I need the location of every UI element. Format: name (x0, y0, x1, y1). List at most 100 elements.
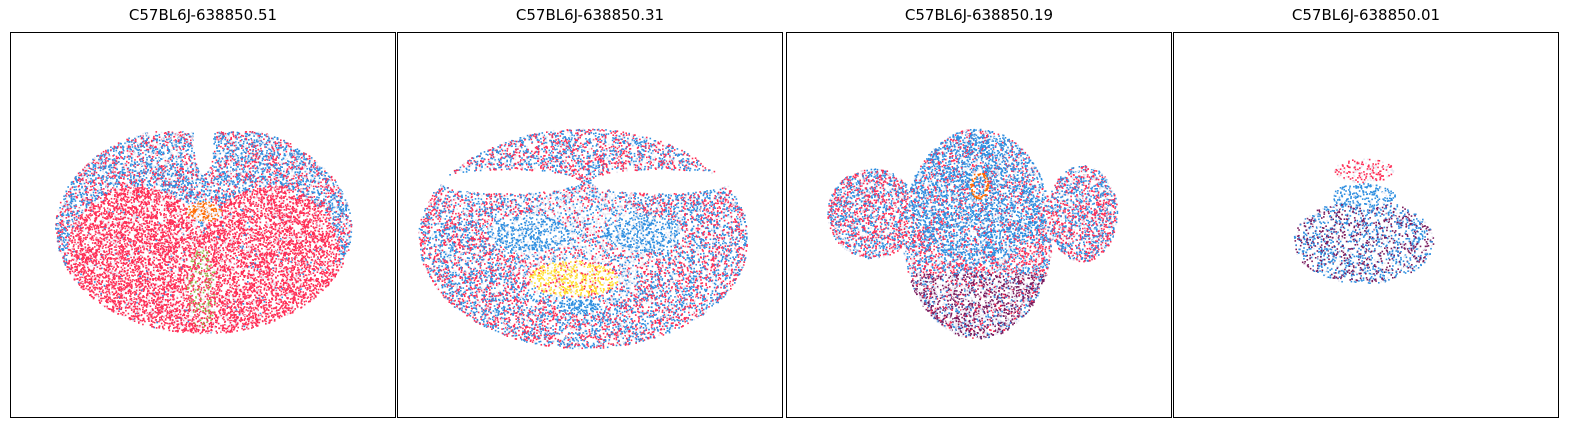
cell-point (235, 162, 237, 165)
cell-point (180, 272, 183, 274)
cell-point (158, 286, 160, 288)
cell-point (250, 286, 252, 288)
cell-point (197, 203, 199, 205)
cell-point (340, 226, 343, 228)
cell-point (91, 172, 93, 175)
cell-point (152, 239, 155, 241)
cell-point (285, 209, 288, 211)
cell-point (195, 297, 197, 299)
cell-point (75, 174, 78, 177)
cell-point (174, 139, 177, 141)
cell-point (215, 319, 217, 322)
cell-point (232, 184, 235, 187)
cell-point (284, 204, 287, 206)
cell-point (149, 166, 152, 169)
cell-point (221, 213, 223, 215)
cell-point (210, 200, 213, 203)
cell-point (310, 290, 313, 292)
cell-point (167, 224, 170, 227)
cell-point (108, 287, 110, 290)
cell-point (145, 269, 148, 272)
cell-point (187, 168, 189, 171)
cell-point (282, 309, 285, 312)
cell-point (174, 326, 176, 329)
cell-point (102, 182, 104, 185)
cell-point (251, 141, 253, 144)
cell-point (278, 227, 281, 230)
cell-point (170, 304, 172, 306)
cell-point (185, 199, 188, 202)
cell-point (158, 173, 160, 176)
cell-point (312, 233, 314, 235)
cell-point (306, 266, 308, 269)
cell-point (291, 283, 294, 285)
cell-point (213, 143, 215, 145)
cell-point (115, 195, 117, 198)
cell-point (187, 309, 190, 311)
cell-point (182, 163, 184, 165)
cell-point (127, 264, 130, 266)
cell-point (196, 184, 198, 187)
cell-point (94, 246, 96, 248)
cell-point (119, 245, 121, 248)
cell-point (263, 202, 265, 205)
cell-point (301, 168, 304, 170)
cell-point (282, 279, 285, 282)
cell-point (206, 231, 208, 233)
cell-point (282, 245, 284, 248)
cell-point (282, 146, 284, 148)
cell-point (208, 192, 211, 195)
cell-point (242, 215, 244, 217)
cell-point (225, 197, 227, 199)
cell-point (326, 189, 329, 192)
cell-point (279, 273, 282, 276)
cell-point (276, 230, 279, 233)
cell-point (114, 300, 116, 302)
cell-point (263, 227, 265, 229)
cell-point (256, 292, 259, 295)
cell-point (199, 299, 201, 301)
cell-point (119, 253, 122, 256)
cell-point (297, 202, 300, 204)
cell-point (246, 242, 248, 245)
cell-point (141, 251, 143, 254)
cell-point (252, 201, 254, 204)
cell-point (316, 171, 318, 174)
cell-point (257, 140, 260, 142)
cell-point (179, 141, 181, 143)
cell-point (271, 151, 273, 154)
cell-point (295, 245, 297, 248)
cell-point (255, 265, 257, 267)
cell-point (168, 288, 170, 290)
cell-point (258, 153, 260, 155)
cell-point (268, 139, 270, 142)
cell-point (133, 245, 136, 247)
cell-point (132, 156, 134, 159)
cell-point (152, 178, 155, 180)
cell-point (207, 260, 209, 263)
cell-point (131, 280, 133, 283)
cell-point (77, 264, 79, 266)
cell-point (183, 213, 185, 215)
cell-point (277, 241, 280, 243)
cell-point (86, 236, 88, 239)
cell-point (135, 155, 137, 158)
cell-point (335, 195, 337, 198)
cell-point (334, 257, 337, 260)
cell-point (128, 200, 131, 202)
cell-point (92, 206, 94, 208)
cell-point (143, 168, 145, 171)
cell-point (169, 158, 172, 161)
cell-point (216, 212, 218, 214)
cell-point (274, 260, 276, 263)
cell-point (220, 132, 222, 135)
cell-point (59, 237, 61, 239)
cell-point (74, 189, 76, 192)
cell-point (266, 226, 268, 228)
cell-point (93, 272, 96, 275)
cell-point (108, 219, 111, 221)
cell-point (226, 189, 228, 192)
cell-point (237, 221, 239, 223)
cell-point (125, 162, 128, 165)
cell-point (241, 190, 244, 192)
